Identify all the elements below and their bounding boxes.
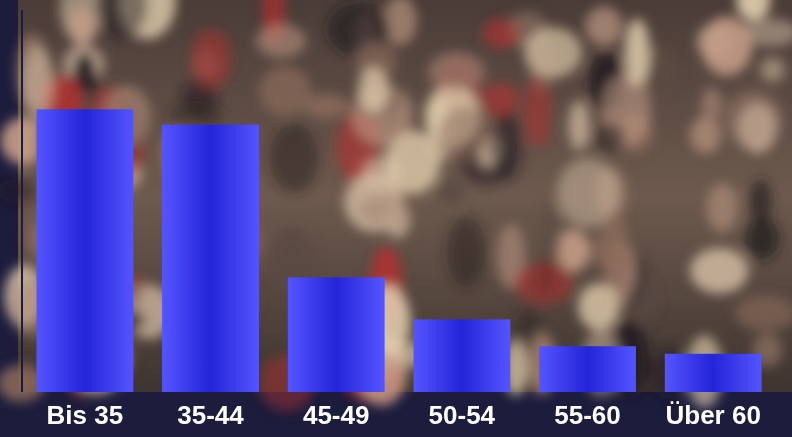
- photo-blob: [569, 101, 590, 151]
- photo-blob: [95, 0, 148, 40]
- photo-blob: [358, 67, 388, 113]
- bar: [288, 277, 385, 392]
- photo-blob: [259, 66, 311, 116]
- bar: [414, 319, 511, 392]
- x-tick-labels: Bis 35 35-44 45-49 50-54 55-60 Über 60: [46, 400, 760, 430]
- photo-blob: [701, 88, 722, 120]
- photo-blob: [191, 29, 232, 87]
- photo-blob: [68, 7, 96, 47]
- photo-blob: [438, 178, 466, 205]
- photo-blob: [482, 19, 520, 49]
- bar: [539, 346, 636, 392]
- photo-blob: [690, 248, 748, 294]
- photo-blob: [23, 46, 55, 120]
- photo-blob: [701, 17, 752, 76]
- photo-blob: [514, 262, 574, 304]
- photo-blob: [745, 218, 780, 259]
- chart: Bis 35 35-44 45-49 50-54 55-60 Über 60: [0, 0, 792, 437]
- photo-blob: [707, 184, 738, 233]
- photo-blob: [489, 109, 522, 182]
- bar: [665, 354, 762, 392]
- photo-blob: [480, 83, 520, 116]
- photo-blob: [428, 52, 485, 91]
- photo-blob: [524, 27, 582, 77]
- photo-blob: [625, 19, 650, 87]
- photo-blobs: [0, 0, 792, 411]
- x-tick-label: 35-44: [177, 400, 244, 430]
- photo-blob: [0, 179, 38, 203]
- photo-blob: [690, 117, 721, 154]
- bar: [37, 109, 134, 392]
- x-tick-label: 45-49: [303, 400, 370, 430]
- photo-blob: [627, 276, 657, 326]
- background-photo: [0, 0, 792, 411]
- x-tick-label: 50-54: [429, 400, 496, 430]
- photo-blob: [256, 24, 306, 57]
- photo-blob: [557, 229, 589, 272]
- photo-blob: [736, 0, 770, 21]
- photo-blob: [447, 216, 486, 288]
- photo-blob: [750, 180, 772, 224]
- photo-blob: [539, 201, 561, 266]
- photo-blob: [723, 90, 782, 149]
- x-tick-label: Über 60: [666, 400, 761, 430]
- photo-blob: [358, 195, 408, 224]
- x-tick-label: Bis 35: [46, 400, 123, 430]
- bars: [37, 109, 762, 392]
- photo-blob: [303, 94, 349, 118]
- y-axis-line: [21, 10, 23, 392]
- photo-blob: [600, 212, 628, 286]
- bar: [162, 125, 259, 392]
- photo-blob: [438, 107, 496, 161]
- photo-blob: [585, 7, 622, 46]
- photo-blob: [735, 295, 792, 331]
- photo-blob: [384, 0, 416, 45]
- photo-blob: [760, 57, 785, 82]
- photo-ground: [18, 0, 792, 392]
- x-tick-label: 55-60: [554, 400, 621, 430]
- photo-blob: [593, 122, 626, 152]
- photo-blob: [270, 124, 319, 193]
